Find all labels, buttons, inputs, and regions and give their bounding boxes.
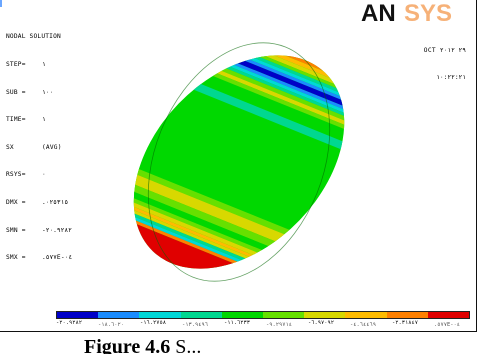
band-top-blue-2	[161, 33, 386, 126]
logo-faded-text: SYS	[404, 2, 452, 24]
ellipsoid-outline	[147, 42, 331, 282]
legend-label-major: -١١.٦٢٣٣	[224, 320, 250, 326]
solution-value: ١	[42, 116, 46, 124]
band-low-lightgreen	[109, 158, 335, 254]
legend-label-major: -١٦.٢٧٥٨	[140, 320, 166, 326]
solution-key: SX	[6, 143, 14, 151]
caption-line: Figure 4.6 S...	[84, 336, 201, 354]
solution-value: ١	[42, 61, 46, 69]
band-top-yellow	[169, 14, 386, 108]
solution-info-panel: NODAL SOLUTION STEP= ١ SUB = ١٠٠ TIME= ١…	[6, 14, 72, 281]
caption-text: S...	[175, 336, 202, 354]
solution-line-sx: SX (AVG)	[6, 143, 72, 152]
figure-caption: Figure 4.6 S...	[0, 331, 478, 354]
band-low-yellow-2	[98, 188, 323, 283]
legend-label-minor: -١٨.٦٠٢٠	[98, 322, 124, 328]
solution-line-step: STEP= ١	[6, 60, 72, 69]
band-low-cyan	[93, 200, 318, 294]
viewport-corner-marker	[0, 0, 2, 7]
solution-line-smx: SMX = .٥٧٧E-٠٤	[6, 253, 72, 262]
solution-value: ٠	[42, 171, 46, 179]
legend-swatch	[139, 312, 181, 318]
band-low-green	[101, 179, 327, 276]
legend-label-minor: -٤.٦٤٤٦٩	[350, 322, 376, 328]
logo-main-text: AN	[361, 2, 396, 24]
solution-line-time: TIME= ١	[6, 115, 72, 124]
solution-line-smn: SMN = -٢٠.٩٢٨٢	[6, 226, 72, 235]
band-top-cyan	[165, 22, 386, 116]
timestamp-time: ١٠:٢٢:٢١	[436, 74, 466, 81]
solution-key: SMX =	[6, 254, 26, 262]
legend-label-major: -٢٠.٩٢٨٢	[56, 320, 82, 326]
solution-key: SUB =	[6, 88, 26, 96]
band-top-lightgreen	[167, 17, 386, 110]
timestamp-date: OCT ٢٩ ٢٠١٢	[423, 47, 466, 54]
solution-value: ١٠٠	[42, 88, 54, 96]
ansys-logo-graphic: AN SYS	[361, 2, 452, 24]
solution-key: RSYS=	[6, 171, 26, 179]
band-top-lightgreen-3	[154, 48, 379, 143]
solution-key: TIME=	[6, 116, 26, 124]
legend-swatch	[304, 312, 346, 318]
legend-swatch	[57, 312, 99, 318]
legend-swatch	[221, 312, 264, 318]
timestamp-panel: OCT ٢٩ ٢٠١٢ ١٠:٢٢:٢١	[424, 28, 466, 100]
legend-swatch	[345, 312, 387, 318]
band-low-gold	[97, 192, 321, 286]
band-top-mint-2	[159, 38, 384, 132]
solution-title: NODAL SOLUTION	[6, 33, 61, 41]
caption-figure-label: Figure 4.6	[84, 336, 171, 354]
legend-label-minor: -١٣.٩٤٩٦	[182, 322, 208, 328]
band-top-darkblue	[162, 28, 386, 123]
ansys-logo: AN SYS	[361, 2, 466, 24]
band-low-lightgreen-3	[99, 185, 324, 279]
legend-swatch	[180, 312, 222, 318]
band-top-blue	[164, 25, 386, 119]
band-low-yellow	[106, 163, 333, 263]
legend-label-minor: .٥٧٧E-٠٤	[434, 322, 460, 328]
solution-value: (AVG)	[42, 143, 62, 151]
band-mid-mint	[147, 63, 373, 161]
band-top-mint	[166, 20, 386, 113]
legend-swatch	[386, 312, 428, 318]
legend-label-major: -٦.٩٧٠٩٢	[308, 320, 334, 326]
band-low-orange	[92, 203, 317, 297]
solution-key: SMN =	[6, 226, 26, 234]
graphics-viewport[interactable]: NODAL SOLUTION STEP= ١ SUB = ١٠٠ TIME= ١…	[0, 0, 477, 332]
legend-label-minor: -٩.٢٩٧١٤	[266, 322, 292, 328]
contour-legend-bar	[56, 311, 470, 319]
solution-value: .٠٢٥٣١٥	[42, 199, 69, 207]
contour-bands	[92, 14, 386, 310]
solution-line-sub: SUB = ١٠٠	[6, 88, 72, 97]
legend-swatch	[263, 312, 305, 318]
band-low-yellow-3	[96, 195, 320, 288]
solution-value: -٢٠.٩٢٨٢	[42, 226, 72, 234]
band-top-lightgreen-2	[157, 41, 382, 136]
legend-swatch	[427, 312, 470, 318]
solution-value: .٥٧٧E-٠٤	[42, 254, 73, 262]
solution-line-rsys: RSYS= ٠	[6, 170, 72, 179]
band-green-base	[92, 14, 386, 310]
band-low-mint	[94, 198, 319, 291]
band-top-yellow-2	[156, 45, 381, 139]
solution-line-dmx: DMX = .٠٢٥٣١٥	[6, 198, 72, 207]
legend-swatch	[98, 312, 140, 318]
contour-legend-labels: -٢٠.٩٢٨٢ -١٨.٦٠٢٠ -١٦.٢٧٥٨ -١٣.٩٤٩٦ -١١.…	[56, 320, 476, 330]
band-top-cyan-2	[160, 35, 385, 129]
legend-label-major: -٢.٣١٨٤٧	[392, 320, 418, 326]
solution-key: DMX =	[6, 199, 26, 207]
solution-key: STEP=	[6, 61, 26, 69]
band-low-lightgreen-2	[103, 173, 329, 270]
